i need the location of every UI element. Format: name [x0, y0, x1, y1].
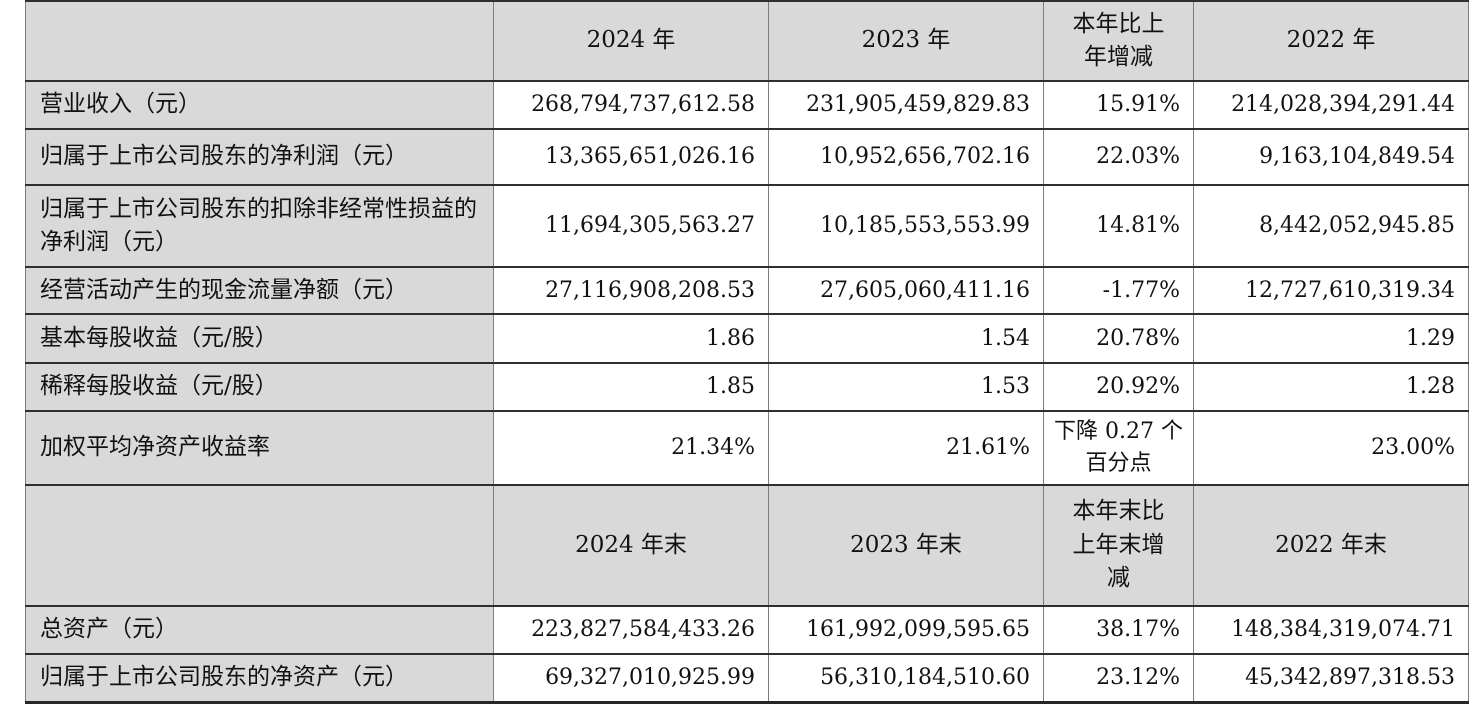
value-yoy-change: 23.12%	[1043, 652, 1194, 704]
value-2022: 8,442,052,945.85	[1193, 184, 1469, 268]
header-year-2023: 2023 年	[768, 0, 1044, 82]
value-2023: 161,992,099,595.65	[768, 604, 1044, 655]
value-2024: 13,365,651,026.16	[493, 128, 769, 186]
financial-summary-table: 2024 年 2023 年 本年比上年增减 2022 年 营业收入（元） 268…	[25, 0, 1469, 705]
value-2022: 1.29	[1193, 313, 1469, 364]
value-2024: 1.85	[493, 362, 769, 412]
value-2024: 223,827,584,433.26	[493, 604, 769, 655]
value-2022: 9,163,104,849.54	[1193, 128, 1469, 186]
value-2023: 27,605,060,411.16	[768, 266, 1044, 315]
table-row-diluted-eps: 稀释每股收益（元/股） 1.85 1.53 20.92% 1.28	[25, 362, 1469, 412]
row-label: 经营活动产生的现金流量净额（元）	[25, 266, 494, 315]
value-2022: 1.28	[1193, 362, 1469, 412]
value-2023: 1.54	[768, 313, 1044, 364]
value-2024: 27,116,908,208.53	[493, 266, 769, 315]
header-blank-cell	[25, 0, 494, 82]
table-row-basic-eps: 基本每股收益（元/股） 1.86 1.54 20.78% 1.29	[25, 313, 1469, 364]
value-yoy-change: 15.91%	[1043, 80, 1194, 130]
value-2023: 56,310,184,510.60	[768, 652, 1044, 704]
header-year-2022: 2022 年	[1193, 0, 1469, 82]
table-row-weighted-avg-roe: 加权平均净资产收益率 21.34% 21.61% 下降 0.27 个百分点 23…	[25, 410, 1469, 486]
table-row-operating-cash-flow: 经营活动产生的现金流量净额（元） 27,116,908,208.53 27,60…	[25, 266, 1469, 315]
table-row-net-profit-excl-nonrecurring: 归属于上市公司股东的扣除非经常性损益的净利润（元） 11,694,305,563…	[25, 184, 1469, 268]
table-row-net-assets: 归属于上市公司股东的净资产（元） 69,327,010,925.99 56,31…	[25, 652, 1469, 704]
header-yoy-change: 本年比上年增减	[1043, 0, 1194, 82]
value-2024: 1.86	[493, 313, 769, 364]
row-label: 总资产（元）	[25, 604, 494, 655]
value-yoy-change: 20.78%	[1043, 313, 1194, 364]
header-yearend-2024: 2024 年末	[493, 483, 769, 607]
header-yearend-change: 本年末比上年末增减	[1043, 483, 1194, 607]
row-label: 稀释每股收益（元/股）	[25, 362, 494, 412]
header-year-2024: 2024 年	[493, 0, 769, 82]
value-yoy-change: -1.77%	[1043, 266, 1194, 315]
value-2023: 10,952,656,702.16	[768, 128, 1044, 186]
value-2023: 1.53	[768, 362, 1044, 412]
value-2023: 10,185,553,553.99	[768, 184, 1044, 268]
value-2022: 12,727,610,319.34	[1193, 266, 1469, 315]
value-2023: 21.61%	[768, 410, 1044, 486]
value-yoy-change: 38.17%	[1043, 604, 1194, 655]
table-row-revenue: 营业收入（元） 268,794,737,612.58 231,905,459,8…	[25, 80, 1469, 130]
table-row-net-profit: 归属于上市公司股东的净利润（元） 13,365,651,026.16 10,95…	[25, 128, 1469, 186]
table-header-row-yearend: 2024 年末 2023 年末 本年末比上年末增减 2022 年末	[25, 483, 1469, 607]
row-label: 归属于上市公司股东的净利润（元）	[25, 128, 494, 186]
value-2023: 231,905,459,829.83	[768, 80, 1044, 130]
value-2022: 45,342,897,318.53	[1193, 652, 1469, 704]
value-yoy-change: 14.81%	[1043, 184, 1194, 268]
header-blank-cell	[25, 483, 494, 607]
table-row-total-assets: 总资产（元） 223,827,584,433.26 161,992,099,59…	[25, 604, 1469, 655]
value-2022: 23.00%	[1193, 410, 1469, 486]
value-yoy-change: 22.03%	[1043, 128, 1194, 186]
value-yoy-change: 20.92%	[1043, 362, 1194, 412]
header-yearend-2022: 2022 年末	[1193, 483, 1469, 607]
header-yearend-2023: 2023 年末	[768, 483, 1044, 607]
value-yoy-change: 下降 0.27 个百分点	[1043, 410, 1194, 486]
row-label: 归属于上市公司股东的净资产（元）	[25, 652, 494, 704]
value-2024: 268,794,737,612.58	[493, 80, 769, 130]
value-2024: 21.34%	[493, 410, 769, 486]
row-label: 加权平均净资产收益率	[25, 410, 494, 486]
value-2022: 148,384,319,074.71	[1193, 604, 1469, 655]
table-header-row-annual: 2024 年 2023 年 本年比上年增减 2022 年	[25, 0, 1469, 82]
row-label: 营业收入（元）	[25, 80, 494, 130]
value-2024: 11,694,305,563.27	[493, 184, 769, 268]
row-label: 归属于上市公司股东的扣除非经常性损益的净利润（元）	[25, 184, 494, 268]
value-2022: 214,028,394,291.44	[1193, 80, 1469, 130]
row-label: 基本每股收益（元/股）	[25, 313, 494, 364]
value-2024: 69,327,010,925.99	[493, 652, 769, 704]
